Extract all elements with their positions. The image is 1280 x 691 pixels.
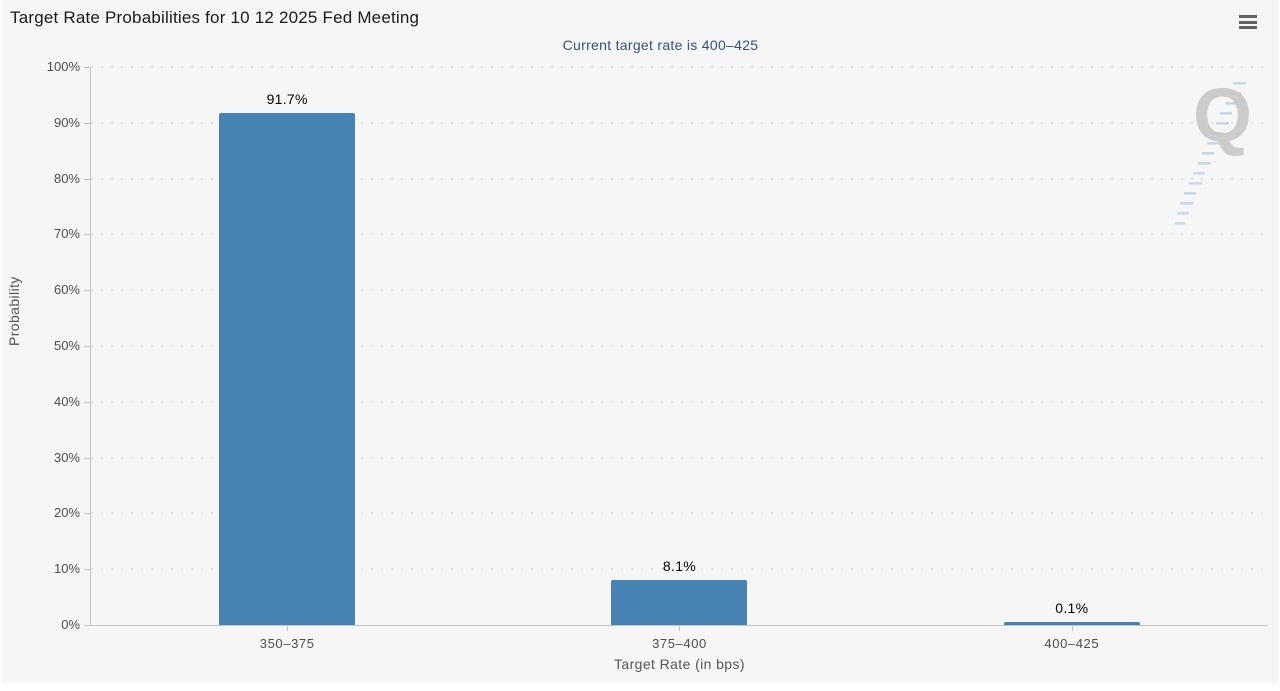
y-axis-tick-label: 20% — [53, 505, 80, 521]
gridline — [91, 289, 1268, 292]
x-axis-tick-label: 350–375 — [259, 636, 315, 651]
hamburger-menu-icon — [1238, 15, 1258, 29]
y-axis-tick-label: 50% — [53, 338, 80, 353]
bar-cell: 0.1% 400–425 — [876, 67, 1268, 651]
y-axis-tick-label: 70% — [53, 226, 80, 242]
bar-cell: 8.1% 375–400 — [483, 67, 875, 651]
bar-value-label: 8.1% — [662, 557, 697, 574]
y-axis-tick — [84, 346, 90, 347]
chart-subtitle: Current target rate is 400–425 — [562, 37, 759, 53]
y-axis-tick-label: 80% — [53, 170, 80, 186]
y-axis-tick — [84, 290, 90, 292]
x-axis-tick-label: 400–425 — [1044, 636, 1100, 651]
chart-title: Target Rate Probabilities for 10 12 2025… — [10, 8, 420, 27]
bar-value-label: 91.7% — [266, 91, 308, 108]
gridline — [91, 121, 1268, 124]
gridline — [91, 66, 1268, 68]
gridline — [91, 177, 1268, 180]
y-axis-tick — [84, 178, 90, 180]
gridline — [91, 456, 1268, 459]
x-axis-tick-label: 375–400 — [652, 636, 707, 651]
y-axis-tick — [84, 401, 90, 403]
bar-value-label: 0.1% — [1055, 600, 1089, 616]
y-axis-tick — [84, 234, 90, 236]
gridline — [91, 512, 1268, 515]
x-axis-title: Target Rate (in bps) — [614, 656, 745, 672]
x-axis-tick — [679, 625, 681, 631]
y-axis-tick — [84, 625, 90, 626]
probability-bar[interactable] — [1003, 622, 1140, 625]
gridline — [91, 345, 1268, 347]
y-axis-tick — [84, 122, 90, 124]
probability-bar[interactable] — [611, 579, 748, 625]
y-axis-tick-label: 40% — [53, 393, 80, 409]
x-axis-tick — [287, 625, 289, 631]
y-axis-tick — [84, 457, 90, 459]
y-axis-tick — [84, 569, 90, 571]
y-axis-tick-label: 100% — [46, 59, 80, 74]
y-axis-tick — [84, 67, 90, 68]
y-axis-tick-label: 90% — [53, 114, 80, 130]
y-axis-tick-label: 60% — [53, 282, 80, 298]
plot-area: 91.7% 350–375 8.1% 375–400 0.1% 400–425 Targe… — [84, 66, 1268, 672]
bar-series: 91.7% 350–375 8.1% 375–400 0.1% 400–425 — [91, 67, 1268, 651]
y-axis-tick — [84, 513, 90, 515]
y-axis-tick-label: 10% — [53, 561, 80, 577]
gridline — [91, 400, 1268, 403]
y-axis-labels: 0% 10% 20% 30% 40% 50% 60% 70% 80% 90% 100% — [2, 59, 80, 632]
bar-cell: 91.7% 350–375 — [91, 67, 483, 651]
y-axis-tick-label: 0% — [61, 617, 80, 632]
gridline — [91, 233, 1268, 236]
x-axis-tick — [1071, 625, 1073, 631]
chart-context-menu-button[interactable] — [1235, 12, 1261, 34]
y-axis-tick-label: 30% — [53, 449, 80, 465]
probability-bar[interactable] — [219, 113, 356, 625]
gridline — [91, 568, 1268, 571]
